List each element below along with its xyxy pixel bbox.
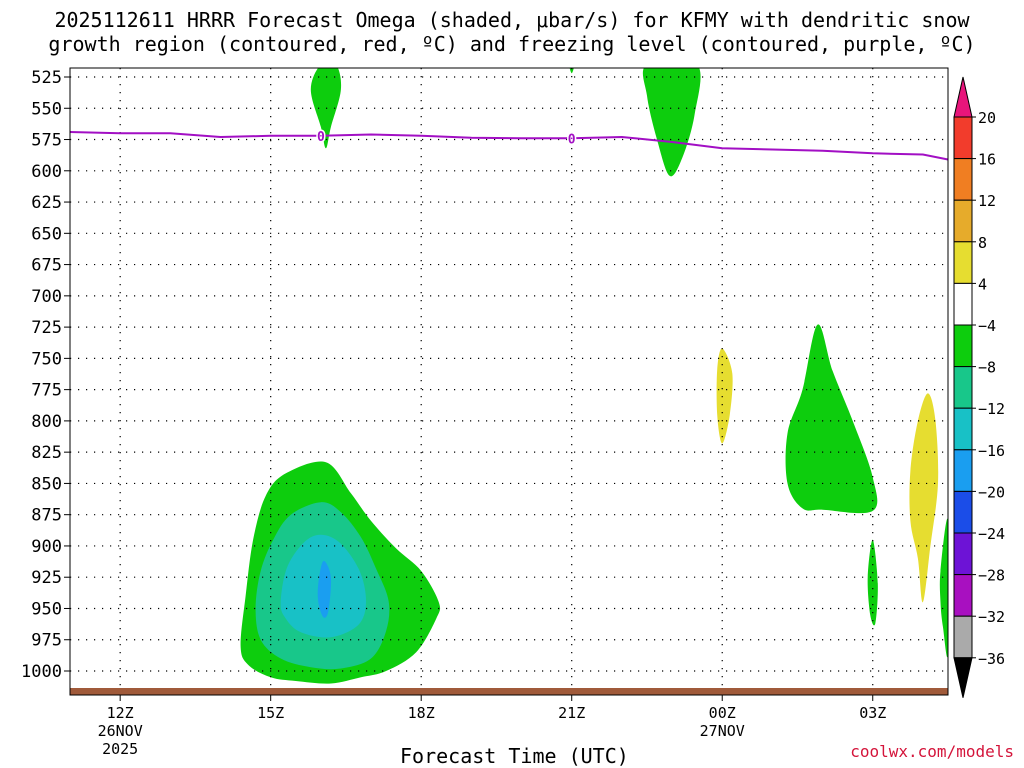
y-axis: 525 550 575 600 625 650 675 700 725 750 775 800 825 8… [21,68,70,682]
omega-region-yellow-cell-1 [716,348,733,444]
y-tick-label: 950 [31,599,62,619]
colorbar-label: −4 [978,317,996,335]
freezing-level-label: 0 [317,130,325,145]
colorbar-swatch [953,490,973,534]
y-tick-label: 975 [31,631,62,651]
freezing-level-label: 0 [568,132,576,147]
colorbar-label: −36 [978,650,1005,668]
x-tick-year: 2025 [102,740,138,758]
ground-surface-bar [70,688,948,695]
y-tick-label: 525 [31,68,62,88]
grid-layer [70,68,948,695]
x-tick-label: 12Z [107,704,134,722]
colorbar-label: −32 [978,608,1005,626]
chart-title-line-2: growth region (contoured, red, ºC) and f… [48,32,976,56]
colorbar: 20 16 12 8 4 −4 −8 −12 −16 −20 −24 −28 −32 −36 [953,76,1005,698]
x-tick-label: 21Z [558,704,585,722]
y-tick-label: 725 [31,318,62,338]
y-tick-label: 550 [31,99,62,119]
colorbar-swatch [953,158,973,201]
colorbar-label: 12 [978,192,996,210]
colorbar-swatch [953,241,973,284]
colorbar-label: 4 [978,275,987,293]
omega-region-green-cell-6 [939,518,948,657]
omega-region-green-cell-2 [569,68,574,74]
plot-frame [69,67,949,696]
x-tick-label: 18Z [408,704,435,722]
y-tick-label: 800 [31,412,62,432]
colorbar-label: −28 [978,567,1005,585]
colorbar-label: −16 [978,442,1005,460]
y-tick-label: 600 [31,162,62,182]
colorbar-bottom-arrow [953,657,973,698]
colorbar-swatch [953,199,973,243]
site-credit: coolwx.com/models [850,742,1014,761]
y-tick-label: 825 [31,443,62,463]
colorbar-label: −8 [978,359,996,377]
omega-region-green-cell-3 [642,68,701,177]
y-tick-label: 625 [31,193,62,213]
x-tick-date: 27NOV [700,722,745,740]
y-tick-label: 675 [31,256,62,276]
colorbar-label: −24 [978,525,1005,543]
colorbar-swatch [953,574,973,617]
y-tick-label: 1000 [21,662,62,682]
colorbar-swatch [953,615,973,659]
y-tick-label: 700 [31,287,62,307]
colorbar-swatch [953,116,973,160]
x-tick-date: 26NOV [98,722,143,740]
colorbar-label: 16 [978,151,996,169]
x-tick-label: 03Z [859,704,886,722]
y-tick-label: 575 [31,131,62,151]
omega-region-green-cell-1 [310,68,342,149]
freezing-level-line [69,131,949,161]
x-tick-label: 15Z [257,704,284,722]
omega-region-green-cell-5 [867,539,878,626]
y-tick-label: 900 [31,537,62,557]
x-tick-label: 00Z [709,704,736,722]
colorbar-swatch [953,407,973,451]
colorbar-swatch [953,282,973,326]
colorbar-label: −20 [978,483,1005,501]
colorbar-swatch [953,449,973,492]
omega-region-yellow-cell-2 [909,393,939,603]
colorbar-swatch [953,366,973,409]
colorbar-label: 20 [978,109,996,127]
colorbar-label: 8 [978,234,987,252]
colorbar-swatch [953,324,973,368]
y-tick-label: 875 [31,506,62,526]
omega-region-green-cell-4 [785,324,878,514]
colorbar-top-arrow [953,76,973,118]
colorbar-swatch [953,532,973,576]
chart-title-line-1: 2025112611 HRRR Forecast Omega (shaded, … [54,8,970,32]
y-tick-label: 750 [31,349,62,369]
y-tick-label: 775 [31,381,62,401]
y-tick-label: 650 [31,224,62,244]
y-tick-label: 925 [31,568,62,588]
x-axis-title: Forecast Time (UTC) [400,744,629,768]
omega-shading-layer [240,68,948,684]
omega-region-blue-core [317,560,332,618]
y-tick-label: 850 [31,474,62,494]
colorbar-label: −12 [978,400,1005,418]
